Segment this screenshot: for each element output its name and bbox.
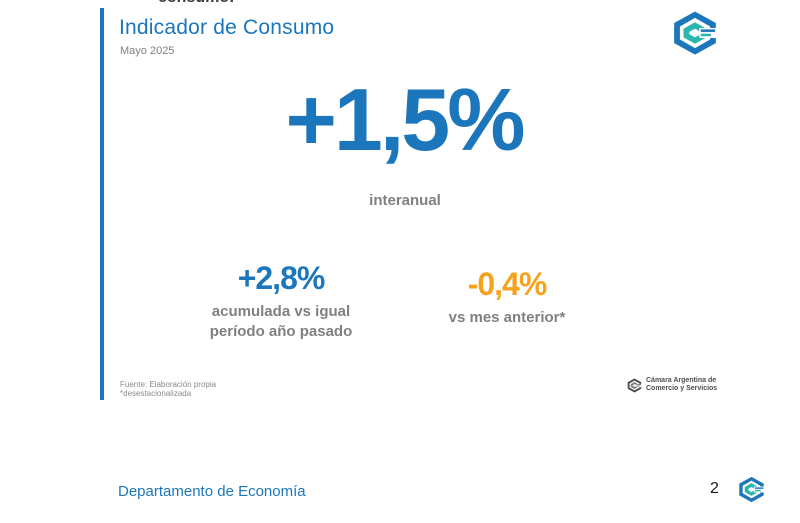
submetric-accumulated: +2,8% acumulada vs igual período año pas… [166, 260, 396, 342]
submetric-monthly-label: vs mes anterior* [448, 309, 566, 326]
footnote-seasonal: *desestacionalizada [120, 389, 192, 398]
cac-logo-icon [674, 11, 718, 55]
submetric-monthly-value: -0,4% [467, 266, 548, 302]
org-branding: Cámara Argentina de Comercio y Servicios [627, 377, 717, 393]
clipped-heading: consumo: [158, 0, 234, 7]
org-name: Cámara Argentina de Comercio y Servicios [646, 377, 718, 392]
slide-subtitle: Mayo 2025 [120, 45, 175, 57]
footnote-source: Fuente: Elaboración propia [120, 380, 217, 389]
cac-logo-footer-icon [739, 476, 765, 503]
footer-department: Departamento de Economía [118, 483, 306, 500]
cac-logo-small-icon [627, 377, 642, 393]
main-metric-label: interanual [369, 192, 441, 209]
submetric-monthly: -0,4% vs mes anterior* [392, 266, 622, 328]
footnote: Fuente: Elaboración propia *desestaciona… [120, 380, 216, 398]
page-number: 2 [710, 480, 719, 497]
submetric-accumulated-label: acumulada vs igual período año pasado [209, 303, 353, 340]
main-metric-value: +1,5% [285, 70, 526, 169]
accent-vertical-rule [100, 8, 104, 400]
submetric-accumulated-value: +2,8% [237, 260, 326, 296]
page-title: Indicador de Consumo [119, 16, 335, 39]
